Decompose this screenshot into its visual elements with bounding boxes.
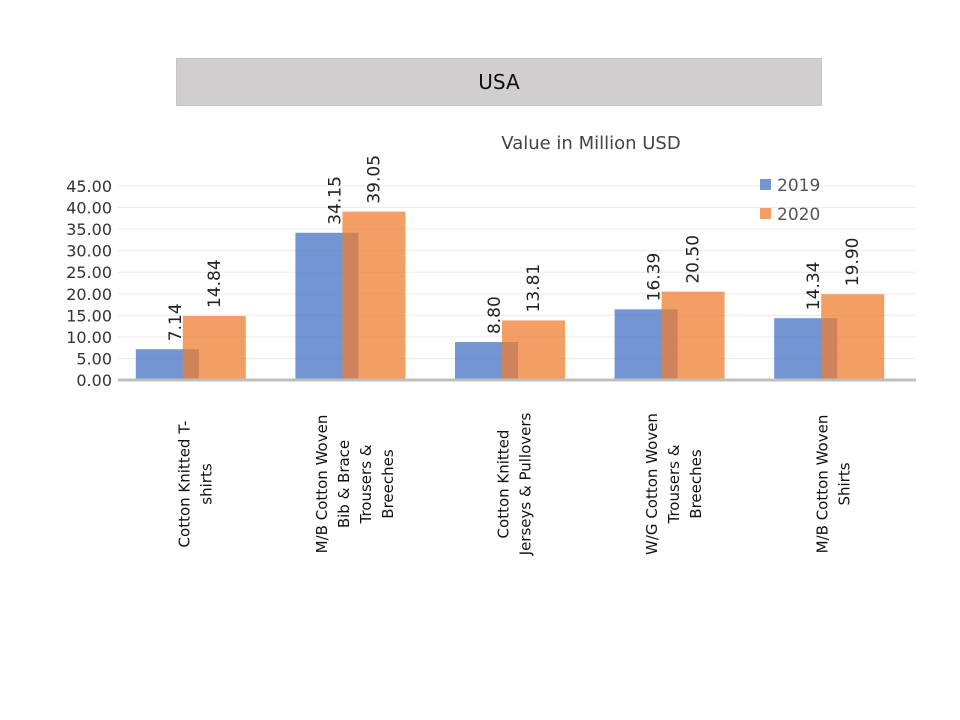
legend-item-2020: 2020	[760, 205, 820, 225]
y-tick-label: 40.00	[66, 199, 112, 218]
y-tick-label: 45.00	[66, 177, 112, 196]
category-label: Cotton Knitted T-shirts	[175, 421, 215, 548]
category-label-line: Trousers &	[665, 444, 683, 524]
bar-2020	[821, 294, 885, 380]
category-label: M/B Cotton Woven Shirts	[814, 415, 854, 554]
category-label-line: M/B Cotton Woven	[814, 415, 832, 554]
y-tick-label: 10.00	[66, 328, 112, 347]
gridlines	[118, 185, 916, 359]
category-label-line: Jerseys & Pullovers	[517, 412, 535, 556]
legend-label-2019: 2019	[777, 176, 820, 196]
category-label-line: Trousers &	[357, 444, 375, 524]
data-label-2019: 34.15	[325, 176, 345, 225]
data-label-2020: 39.05	[364, 155, 384, 204]
data-label-2019: 16.39	[645, 253, 665, 302]
data-label-2020: 14.84	[205, 259, 225, 308]
data-label-2020: 13.81	[524, 264, 544, 313]
bar-2020	[502, 320, 565, 380]
legend-swatch-2020	[760, 208, 771, 219]
chart-header-title: USA	[478, 70, 520, 94]
legend-item-2019: 2019	[760, 176, 820, 196]
category-label-line: Cotton Knitted	[495, 430, 513, 539]
y-tick-label: 0.00	[76, 371, 112, 390]
category-label: Cotton Knitted Jerseys & Pullovers	[495, 412, 535, 556]
bars	[135, 211, 885, 380]
data-label-2020: 19.90	[843, 238, 863, 287]
category-label-line: Cotton Knitted T-	[175, 421, 193, 548]
y-tick-label: 20.00	[66, 285, 112, 304]
y-tick-label: 5.00	[76, 349, 112, 368]
bar-2020	[661, 291, 725, 380]
data-label-2019: 8.80	[485, 296, 505, 334]
data-labels: 7.14 14.84 34.15 39.05 8.80 13.81 16.39 20.50 14…	[166, 155, 863, 341]
y-tick-label: 35.00	[66, 220, 112, 239]
chart-title: Value in Million USD	[501, 133, 680, 154]
data-label-2019: 7.14	[166, 303, 186, 341]
category-label-line: Bib & Brace	[335, 440, 353, 528]
y-axis: 0.00 5.00 10.00 15.00 20.00 25.00 30.00 35.00 40…	[66, 177, 112, 390]
chart-header-box: USA	[176, 58, 822, 106]
category-label: W/G Cotton Woven Trousers & Breeches	[643, 413, 705, 555]
category-label-line: Shirts	[836, 462, 854, 505]
data-label-2020: 20.50	[684, 235, 704, 284]
category-label-line: Breeches	[687, 449, 705, 519]
bar-2020	[342, 211, 406, 380]
category-label: M/B Cotton Woven Bib & Brace Trousers & Bre…	[313, 415, 397, 554]
legend: 2019 2020	[760, 176, 820, 225]
legend-swatch-2019	[760, 179, 771, 190]
data-label-2019: 14.34	[804, 262, 824, 311]
bar-2020	[182, 316, 246, 380]
y-tick-label: 30.00	[66, 242, 112, 261]
y-tick-label: 15.00	[66, 306, 112, 325]
category-label-line: W/G Cotton Woven	[643, 413, 661, 555]
category-label-line: Breeches	[379, 449, 397, 519]
x-axis-category-labels: Cotton Knitted T-shirts M/B Cotton Woven B…	[175, 412, 853, 556]
legend-label-2020: 2020	[777, 205, 820, 225]
y-tick-label: 25.00	[66, 263, 112, 282]
category-label-line: shirts	[197, 463, 215, 505]
category-label-line: M/B Cotton Woven	[313, 415, 331, 554]
